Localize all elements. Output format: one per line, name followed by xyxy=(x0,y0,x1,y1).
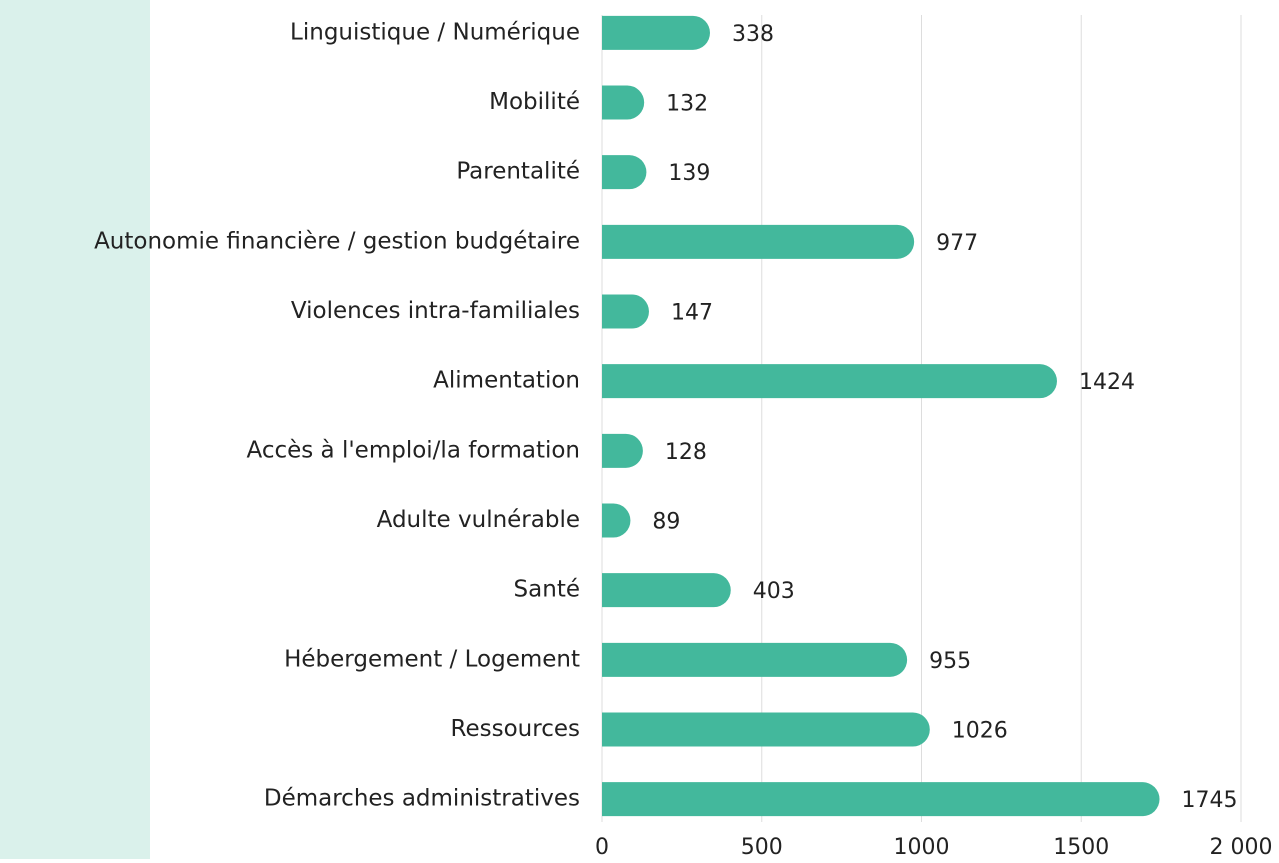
bar xyxy=(602,364,1057,399)
bar xyxy=(602,224,915,259)
value-label: 338 xyxy=(732,22,774,47)
value-label: 1424 xyxy=(1079,370,1135,395)
value-label: 403 xyxy=(753,579,795,604)
bar xyxy=(602,85,645,120)
category-label: Violences intra-familiales xyxy=(291,298,580,324)
category-label: Santé xyxy=(514,577,580,603)
bar xyxy=(602,15,710,50)
bar xyxy=(602,433,643,468)
category-label: Démarches administratives xyxy=(264,786,580,812)
category-label: Alimentation xyxy=(433,368,580,394)
value-label: 977 xyxy=(936,231,978,256)
x-tick-label: 1500 xyxy=(1053,835,1109,859)
bar xyxy=(602,642,908,677)
bar xyxy=(602,712,930,747)
x-tick-label: 1000 xyxy=(894,835,950,859)
value-label: 147 xyxy=(671,301,713,326)
value-label: 955 xyxy=(929,649,971,674)
value-label: 1745 xyxy=(1182,788,1238,813)
value-label: 1026 xyxy=(952,719,1008,744)
side-panel xyxy=(0,0,150,859)
category-label: Mobilité xyxy=(489,89,580,115)
value-label: 89 xyxy=(652,510,680,535)
category-label: Ressources xyxy=(451,716,580,742)
category-label: Hébergement / Logement xyxy=(284,646,580,672)
bar xyxy=(602,573,731,608)
value-label: 139 xyxy=(668,161,710,186)
category-label: Adulte vulnérable xyxy=(377,507,580,533)
x-tick-label: 500 xyxy=(741,835,783,859)
x-tick-label: 0 xyxy=(595,835,609,859)
bar xyxy=(602,503,631,538)
bar xyxy=(602,294,649,329)
x-tick-label: 2 000 xyxy=(1210,835,1273,859)
category-label: Linguistique / Numérique xyxy=(290,19,580,45)
bar xyxy=(602,155,647,190)
category-label: Autonomie financière / gestion budgétair… xyxy=(94,228,580,254)
category-label: Parentalité xyxy=(456,159,580,185)
value-label: 128 xyxy=(665,440,707,465)
bar xyxy=(602,782,1160,817)
value-label: 132 xyxy=(666,92,708,117)
category-label: Accès à l'emploi/la formation xyxy=(246,437,580,463)
